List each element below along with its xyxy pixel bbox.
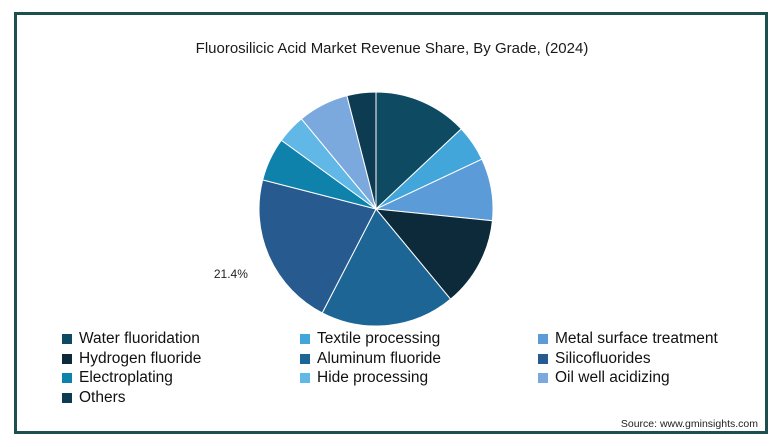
legend-item: Others xyxy=(62,389,126,407)
legend-item: Silicofluorides xyxy=(538,350,651,368)
pie-slice-hydrogen-fluoride xyxy=(374,208,493,300)
legend-swatch xyxy=(62,334,72,344)
legend-swatch xyxy=(62,353,72,364)
pie-slice-others xyxy=(346,91,377,210)
source-note: Source: www.gminsights.com xyxy=(620,418,758,430)
chart-title: Fluorosilicic Acid Market Revenue Share,… xyxy=(195,40,589,57)
legend-swatch xyxy=(538,353,548,364)
legend-swatch xyxy=(62,373,72,383)
legend-item: Hide processing xyxy=(300,369,428,387)
legend-label: Textile processing xyxy=(317,330,441,347)
legend-swatch xyxy=(538,373,548,383)
pie-slice-aluminum-fluoride xyxy=(321,208,452,327)
legend-item: Electroplating xyxy=(62,369,173,387)
legend-swatch xyxy=(62,392,72,403)
legend-label: Hide processing xyxy=(317,369,429,386)
data-label: 21.4% xyxy=(214,267,248,281)
legend-item: Oil well acidizing xyxy=(538,369,670,387)
legend-label: Others xyxy=(79,388,126,406)
legend-label: Metal surface treatment xyxy=(555,330,718,347)
pie-slice-silicofluorides xyxy=(258,179,377,314)
legend-label: Oil well acidizing xyxy=(555,369,670,386)
legend-label: Electroplating xyxy=(79,369,173,386)
legend-label: Hydrogen fluoride xyxy=(79,349,202,367)
legend-item: Hydrogen fluoride xyxy=(62,350,201,368)
legend-swatch xyxy=(300,334,310,344)
legend-swatch xyxy=(300,373,310,383)
legend-label: Silicofluorides xyxy=(555,349,651,367)
legend-item: Water fluoridation xyxy=(62,330,200,348)
legend-item: Aluminum fluoride xyxy=(300,350,441,368)
legend-item: Metal surface treatment xyxy=(538,330,718,348)
pie-slice-water-fluoridation xyxy=(375,91,462,211)
legend-swatch xyxy=(300,353,310,364)
legend-label: Water fluoridation xyxy=(79,330,200,347)
legend-swatch xyxy=(538,334,548,344)
legend-item: Textile processing xyxy=(300,330,440,348)
legend-label: Aluminum fluoride xyxy=(317,349,442,367)
